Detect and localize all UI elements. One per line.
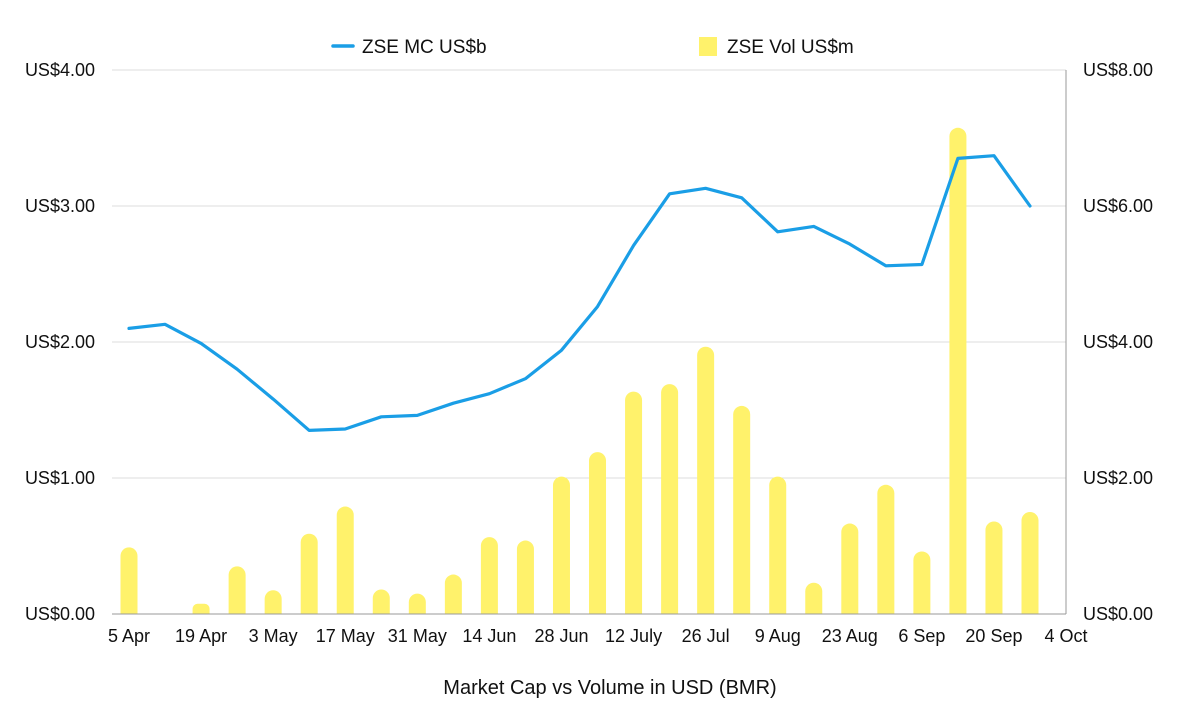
volume-bar <box>805 582 823 623</box>
market-cap-line <box>127 154 1032 432</box>
volume-bars <box>0 127 1200 629</box>
volume-bar <box>733 405 751 623</box>
y-right-tick-label: US$6.00 <box>1083 196 1153 216</box>
legend-label-market-cap: ZSE MC US$b <box>362 37 487 58</box>
x-tick-label: 20 Sep <box>965 626 1022 646</box>
y-right-tick-label: US$2.00 <box>1083 468 1153 488</box>
volume-bar <box>228 566 246 623</box>
x-tick-label: 12 July <box>605 626 662 646</box>
x-tick-label: 17 May <box>316 626 375 646</box>
volume-bar <box>949 127 967 623</box>
volume-bar <box>480 537 498 623</box>
volume-bar <box>516 540 534 623</box>
x-tick-label: 28 Jun <box>534 626 588 646</box>
y-right-tick-label: US$0.00 <box>1083 604 1153 624</box>
x-tick-label: 14 Jun <box>462 626 516 646</box>
x-tick-label: 31 May <box>388 626 447 646</box>
volume-bar <box>697 346 715 623</box>
volume-bar <box>769 476 787 623</box>
legend: ZSE MC US$b ZSE Vol US$m <box>331 37 854 58</box>
x-tick-label: 6 Sep <box>898 626 945 646</box>
y-right-tick-label: US$8.00 <box>1083 60 1153 80</box>
grid-lines <box>112 69 1066 479</box>
x-tick-label: 26 Jul <box>682 626 730 646</box>
volume-bar <box>444 574 462 623</box>
y-left-tick-label: US$1.00 <box>25 468 95 488</box>
axes: US$0.00 US$0.00 US$1.00 US$2.00 US$2.00 US$4.… <box>25 60 1153 646</box>
y-left-tick-label: US$4.00 <box>25 60 95 80</box>
y-right-tick-label: US$4.00 <box>1083 332 1153 352</box>
volume-bar <box>661 384 679 623</box>
x-axis-label: Market Cap vs Volume in USD (BMR) <box>443 677 776 699</box>
x-tick-label: 5 Apr <box>108 626 150 646</box>
volume-bar <box>300 533 318 623</box>
volume-bar <box>985 521 1003 623</box>
market-cap-series-line <box>127 154 1032 432</box>
volume-bar <box>841 523 859 623</box>
volume-bar <box>120 547 138 623</box>
legend-label-volume: ZSE Vol US$m <box>727 37 854 58</box>
volume-bar <box>1021 512 1039 623</box>
volume-bar <box>336 506 354 623</box>
x-tick-label: 3 May <box>249 626 298 646</box>
volume-bar <box>877 484 895 623</box>
x-tick-label: 4 Oct <box>1045 626 1088 646</box>
volume-bar <box>913 551 931 623</box>
bar-base-mask <box>0 614 1200 629</box>
volume-bar <box>625 391 643 623</box>
x-tick-label: 9 Aug <box>755 626 801 646</box>
x-tick-label: 19 Apr <box>175 626 227 646</box>
y-left-tick-label: US$2.00 <box>25 332 95 352</box>
y-left-tick-label: US$0.00 <box>25 604 95 624</box>
volume-bar <box>589 452 607 623</box>
legend-bar-swatch <box>699 37 717 56</box>
y-left-tick-label: US$3.00 <box>25 196 95 216</box>
x-tick-label: 23 Aug <box>822 626 878 646</box>
volume-bar <box>552 476 570 623</box>
